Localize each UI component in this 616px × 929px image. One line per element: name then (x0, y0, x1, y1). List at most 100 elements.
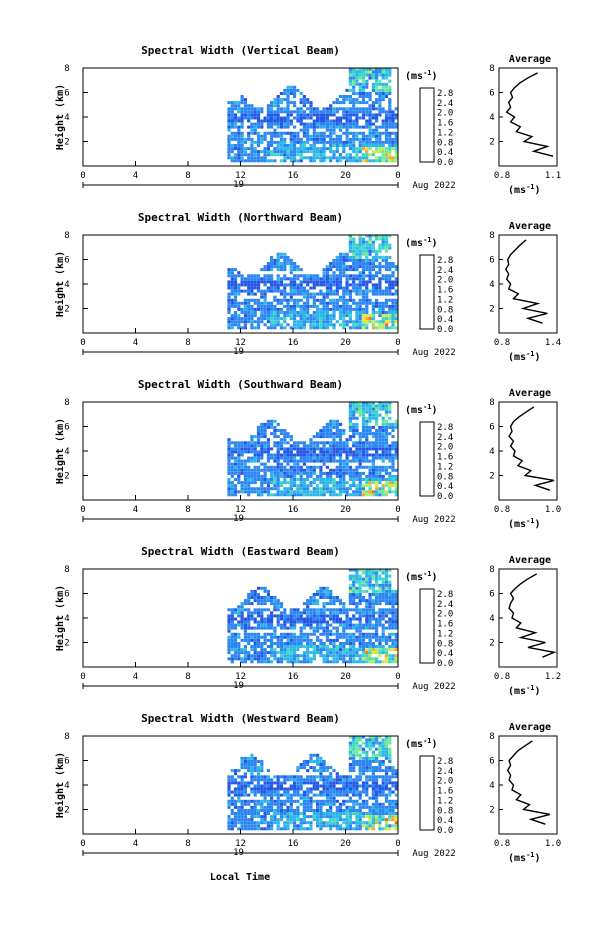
heatmap-cell (299, 456, 303, 460)
heatmap-cell (227, 805, 231, 809)
heatmap-cell (302, 286, 306, 290)
heatmap-cell (296, 320, 300, 324)
heatmap-cell (381, 159, 385, 163)
heatmap-cell (237, 125, 241, 129)
heatmap-cell (276, 812, 280, 815)
heatmap-cell (345, 623, 349, 627)
heatmap-cell (378, 113, 382, 117)
heatmap-cell (279, 775, 284, 779)
heatmap-cell (289, 484, 293, 488)
heatmap-cell (358, 410, 362, 414)
heatmap-cell (319, 824, 323, 828)
heatmap-cell (348, 326, 352, 330)
heatmap-cell (237, 444, 241, 448)
heatmap-cell (306, 295, 310, 299)
heatmap-cell (260, 119, 264, 123)
heatmap-cell (322, 444, 326, 448)
heatmap-cell (233, 471, 238, 475)
heatmap-cell (260, 642, 264, 645)
heatmap-cell (394, 292, 398, 296)
heatmap-cell (260, 432, 264, 436)
heatmap-cell (250, 110, 254, 114)
heatmap-cell (329, 824, 333, 828)
heatmap-cell (332, 821, 336, 825)
heatmap-cell (371, 593, 375, 596)
heatmap-cell (296, 657, 300, 661)
heatmap-cell (273, 474, 277, 478)
heatmap-cell (233, 815, 238, 819)
heatmap-cell (230, 326, 234, 330)
heatmap-cell (240, 98, 244, 102)
heatmap-cell (355, 821, 359, 825)
heatmap-cell (368, 262, 372, 265)
heatmap-cell (332, 611, 336, 615)
heatmap-cell (358, 487, 362, 491)
heatmap-cell (391, 274, 395, 278)
heatmap-cell (256, 654, 261, 658)
heatmap-cell (253, 626, 257, 630)
heatmap-cell (299, 626, 303, 630)
heatmap-cell (293, 799, 297, 803)
heatmap-cell (332, 311, 336, 314)
heatmap-cell (352, 781, 356, 785)
heatmap-cell (296, 468, 300, 472)
y-tick-label: 2 (64, 472, 69, 482)
heatmap-cell (365, 265, 369, 269)
heatmap-cell (368, 258, 372, 262)
heatmap-cell (240, 125, 244, 129)
heatmap-cell (289, 657, 293, 661)
x-tick-label: 20 (340, 171, 351, 181)
heatmap-cell (368, 289, 372, 293)
heatmap-cell (289, 799, 293, 803)
heatmap-cell (361, 258, 366, 262)
heatmap-cell (378, 92, 382, 95)
heatmap-cell (345, 95, 349, 98)
heatmap-cell (388, 292, 392, 296)
heatmap-cell (322, 292, 326, 296)
heatmap-cell (355, 277, 359, 281)
heatmap-cell (243, 821, 247, 825)
heatmap-cell (381, 626, 385, 630)
heatmap-cell (316, 298, 320, 302)
heatmap-cell (279, 632, 284, 636)
heatmap-cell (365, 766, 369, 770)
heatmap-cell (237, 137, 241, 141)
heatmap-cell (355, 289, 359, 293)
heatmap-cell (332, 626, 336, 630)
heatmap-cell (233, 289, 238, 293)
heatmap-cell (247, 441, 251, 445)
heatmap-cell (286, 131, 290, 135)
heatmap-cell (332, 781, 336, 785)
heatmap-cell (342, 95, 346, 98)
heatmap-cell (388, 314, 392, 318)
heatmap-cell (388, 487, 392, 491)
heatmap-cell (394, 441, 398, 445)
heatmap-cell (309, 447, 313, 451)
heatmap-cell (273, 131, 277, 135)
heatmap-cell (286, 283, 290, 287)
heatmap-cell (306, 815, 310, 819)
heatmap-cell (230, 778, 234, 782)
heatmap-cell (365, 635, 369, 639)
heatmap-cell (247, 824, 251, 828)
heatmap-cell (352, 793, 356, 797)
heatmap-cell (319, 805, 323, 809)
heatmap-cell (227, 444, 231, 448)
heatmap-cell (375, 304, 379, 308)
heatmap-cell (365, 790, 369, 794)
heatmap-cell (368, 404, 372, 408)
heatmap-cell (322, 125, 326, 129)
heatmap-cell (263, 775, 267, 779)
heatmap-cell (358, 471, 362, 475)
heatmap-cell (371, 781, 375, 785)
heatmap-cell (361, 741, 366, 745)
heatmap-cell (329, 144, 333, 147)
heatmap-cell (365, 626, 369, 630)
heatmap-cell (289, 815, 293, 819)
heatmap-cell (276, 258, 280, 262)
heatmap-cell (381, 144, 385, 147)
heatmap-cell (247, 635, 251, 639)
colorbar-tick-label: 0.8 (437, 472, 453, 482)
heatmap-cell (384, 289, 389, 293)
heatmap-cell (371, 301, 375, 305)
